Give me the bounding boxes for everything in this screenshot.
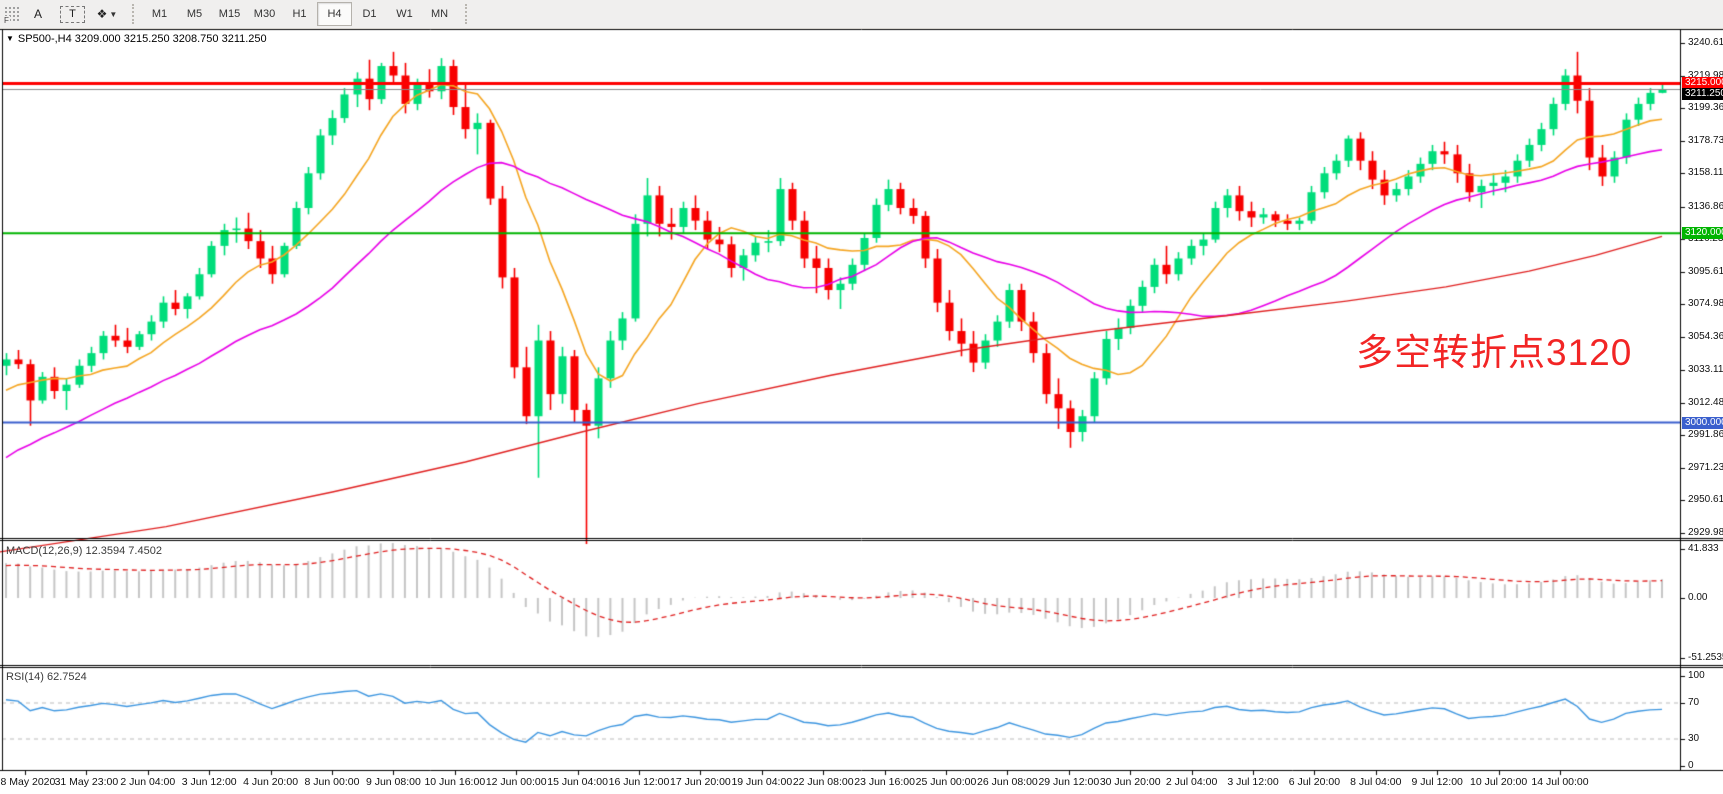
- chart-ohlc-readout: SP500-,H4 3209.000 3215.250 3208.750 321…: [17, 33, 267, 45]
- chart-title: ▼ SP500-,H4 3209.000 3215.250 3208.750 32…: [6, 33, 267, 45]
- timeframe-button-D1[interactable]: D1: [362, 8, 377, 20]
- price-level-badge-3120.000: 3120.000: [1682, 227, 1723, 240]
- rsi-indicator-label: RSI(14) 62.7524: [6, 671, 87, 683]
- price-axis-tick-label: 3158.110: [1688, 167, 1723, 179]
- arrow-text-tool-button[interactable]: A: [33, 7, 42, 21]
- time-axis-label: 23 Jun 16:00: [854, 776, 915, 788]
- price-level-badge-3215.000: 3215.000: [1682, 77, 1723, 90]
- rsi-axis-tick-label: 0: [1688, 760, 1694, 771]
- rsi-axis-tick-label: 30: [1688, 733, 1700, 744]
- price-axis-tick-label: 3199.360: [1688, 102, 1723, 114]
- time-axis-label: 14 Jul 00:00: [1531, 776, 1589, 788]
- price-level-badge-3000.000: 3000.000: [1682, 416, 1723, 429]
- text-label-tool-button[interactable]: T: [60, 5, 85, 23]
- price-axis-tick-label: 2971.235: [1688, 461, 1723, 473]
- time-axis-label: 12 Jun 00:00: [485, 776, 547, 788]
- time-axis-label: 16 Jun 12:00: [608, 776, 670, 788]
- price-axis-tick-label: 3012.485: [1688, 396, 1723, 408]
- time-axis-label: 3 Jun 12:00: [181, 776, 237, 788]
- timeframe-button-H1[interactable]: H1: [292, 8, 307, 20]
- time-axis-label: 31 May 23:00: [54, 776, 119, 788]
- time-axis-label: 10 Jun 16:00: [424, 776, 486, 788]
- price-axis-tick-label: 3178.735: [1688, 134, 1723, 146]
- time-axis-label: 28 May 2020: [0, 776, 56, 788]
- chart-text-annotation[interactable]: 多空转折点3120: [1356, 332, 1633, 373]
- chevron-down-icon[interactable]: ▼: [109, 9, 118, 19]
- toolbar-separator: [132, 4, 134, 24]
- timeframe-button-H4[interactable]: H4: [317, 2, 352, 26]
- time-axis-label: 30 Jun 20:00: [1099, 776, 1161, 788]
- time-axis-label: 8 Jul 04:00: [1350, 776, 1402, 788]
- time-axis-label: 4 Jun 20:00: [243, 776, 299, 788]
- time-axis-label: 2 Jun 04:00: [120, 776, 176, 788]
- time-axis-label: 19 Jun 04:00: [731, 776, 793, 788]
- macd-indicator-label: MACD(12,26,9) 12.3594 7.4502: [6, 545, 162, 557]
- price-axis-tick-label: 3240.610: [1688, 37, 1723, 48]
- time-axis-label: 22 Jun 08:00: [792, 776, 854, 788]
- price-axis-tick-label: 3033.110: [1688, 364, 1723, 376]
- price-axis-tick-label: 2991.860: [1688, 429, 1723, 441]
- price-axis-tick-label: 2929.985: [1688, 526, 1723, 538]
- time-axis-label: 29 Jun 12:00: [1038, 776, 1100, 788]
- timeframe-button-W1[interactable]: W1: [396, 8, 413, 20]
- timeframe-button-M5[interactable]: M5: [186, 8, 203, 20]
- price-axis-tick-label: 3136.860: [1688, 200, 1723, 212]
- rsi-axis-tick-label: 100: [1688, 670, 1705, 681]
- time-axis-label: 3 Jul 12:00: [1227, 776, 1279, 788]
- time-axis-label: 10 Jul 20:00: [1469, 776, 1528, 788]
- timeframe-button-MN[interactable]: MN: [430, 8, 449, 20]
- timeframe-button-M30[interactable]: M30: [253, 8, 276, 20]
- toolbar-separator: [465, 4, 467, 24]
- timeframe-toolbar: M1 M5 M15 M30 H1 H4 D1 W1 MN: [142, 2, 457, 26]
- time-axis-label: 9 Jun 08:00: [365, 776, 421, 788]
- macd-axis-tick-label: -51.2535: [1688, 652, 1723, 664]
- macd-axis-tick-label: 41.833: [1688, 542, 1719, 554]
- chevron-down-icon[interactable]: ▼: [6, 34, 14, 43]
- timeframe-button-M15[interactable]: M15: [218, 8, 241, 20]
- price-axis-tick-label: 3095.610: [1688, 265, 1723, 277]
- time-axis-label: 26 Jun 08:00: [977, 776, 1038, 788]
- time-axis-label: 15 Jun 04:00: [547, 776, 608, 788]
- arrows-tool-button[interactable]: ❖ ▼: [90, 2, 124, 26]
- price-axis-tick-label: 3074.985: [1688, 298, 1723, 310]
- timeframe-button-M1[interactable]: M1: [151, 8, 168, 20]
- current-price-badge: 3211.250: [1682, 88, 1723, 101]
- toolbar-grip-icon[interactable]: F: [4, 6, 19, 25]
- time-axis-label: 25 Jun 00:00: [915, 776, 977, 788]
- time-axis-label: 2 Jul 04:00: [1165, 776, 1218, 788]
- price-axis-tick-label: 3219.985: [1688, 69, 1723, 81]
- time-axis-label: 17 Jun 20:00: [670, 776, 731, 788]
- price-axis-tick-label: 3054.360: [1688, 330, 1723, 342]
- time-axis-label: 9 Jul 12:00: [1411, 776, 1463, 788]
- rsi-axis-tick-label: 70: [1688, 697, 1700, 708]
- arrows-tool-icon: ❖: [96, 7, 108, 21]
- price-axis-tick-label: 2950.610: [1688, 494, 1723, 506]
- time-axis-label: 6 Jul 20:00: [1288, 776, 1341, 788]
- macd-axis-tick-label: 0.00: [1688, 592, 1708, 603]
- top-toolbar: F A T ❖ ▼ M1 M5 M15 M30 H1 H4 D1 W1 MN: [0, 0, 1723, 29]
- time-axis-label: 8 Jun 00:00: [304, 776, 360, 788]
